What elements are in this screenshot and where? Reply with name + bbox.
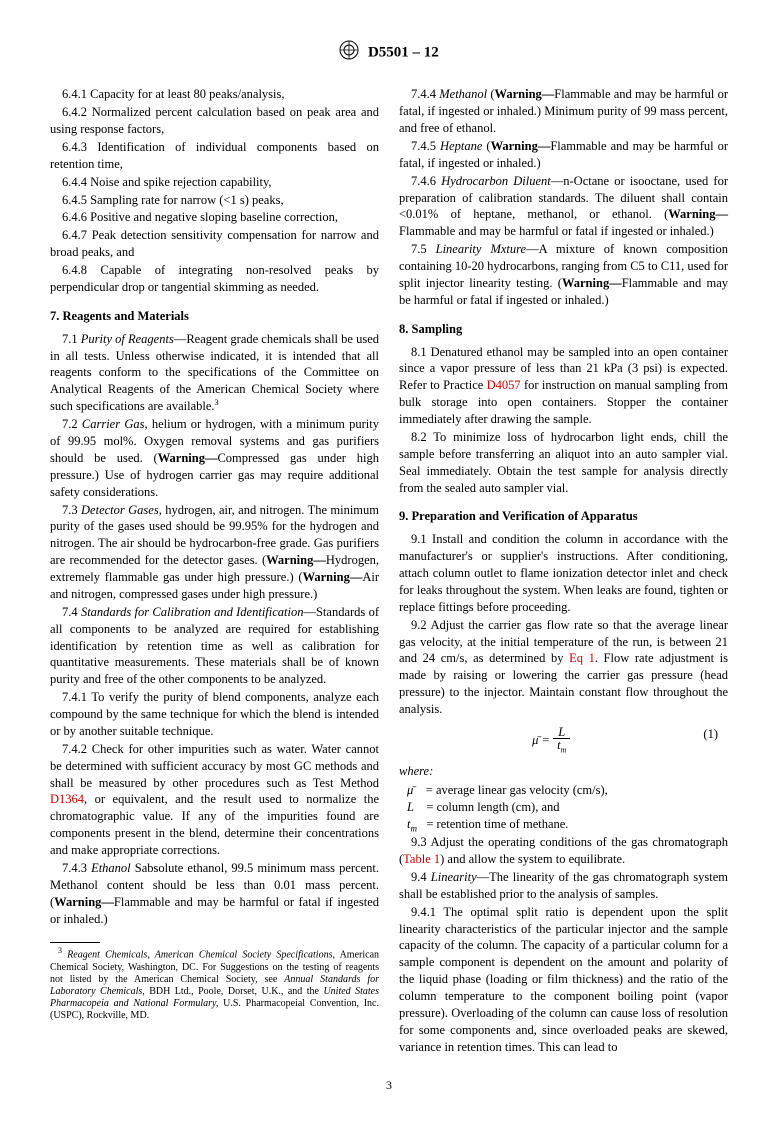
p-648: 6.4.8 Capable of integrating non-resolve… xyxy=(50,262,379,296)
link-d1364[interactable]: D1364 xyxy=(50,792,84,806)
where-label: where: xyxy=(399,763,728,780)
p-73: 7.3 Detector Gases, hydrogen, air, and n… xyxy=(50,502,379,603)
p-91: 9.1 Install and condition the column in … xyxy=(399,531,728,615)
where-3: tm = retention time of methane. xyxy=(399,816,728,835)
p-92: 9.2 Adjust the carrier gas flow rate so … xyxy=(399,617,728,718)
p-742: 7.4.2 Check for other impurities such as… xyxy=(50,741,379,859)
p-71: 7.1 Purity of Reagents—Reagent grade che… xyxy=(50,331,379,416)
link-eq1[interactable]: Eq 1 xyxy=(569,651,595,665)
standard-id: D5501 – 12 xyxy=(368,45,439,61)
p-741: 7.4.1 To verify the purity of blend comp… xyxy=(50,689,379,740)
p-646: 6.4.6 Positive and negative sloping base… xyxy=(50,209,379,226)
p-745: 7.4.5 Heptane (Warning—Flammable and may… xyxy=(399,138,728,172)
p-744: 7.4.4 Methanol (Warning—Flammable and ma… xyxy=(399,86,728,137)
p-72: 7.2 Carrier Gas, helium or hydrogen, wit… xyxy=(50,416,379,500)
document-header: D5501 – 12 xyxy=(50,40,728,66)
p-647: 6.4.7 Peak detection sensitivity compens… xyxy=(50,227,379,261)
p-93: 9.3 Adjust the operating conditions of t… xyxy=(399,834,728,868)
p-641: 6.4.1 Capacity for at least 80 peaks/ana… xyxy=(50,86,379,103)
where-2: L = column length (cm), and xyxy=(399,799,728,816)
link-d4057[interactable]: D4057 xyxy=(487,378,521,392)
footnote-3: 3 Reagent Chemicals, American Chemical S… xyxy=(50,946,379,1021)
p-75: 7.5 Linearity Mxture—A mixture of known … xyxy=(399,241,728,309)
section-8-heading: 8. Sampling xyxy=(399,321,728,338)
p-743: 7.4.3 Ethanol Sabsolute ethanol, 99.5 mi… xyxy=(50,860,379,928)
where-1: μ̄ = average linear gas velocity (cm/s), xyxy=(399,782,728,799)
page-number: 3 xyxy=(50,1077,728,1093)
p-642: 6.4.2 Normalized percent calculation bas… xyxy=(50,104,379,138)
astm-logo xyxy=(339,40,359,66)
p-74: 7.4 Standards for Calibration and Identi… xyxy=(50,604,379,688)
footnote-rule xyxy=(50,942,100,943)
p-82: 8.2 To minimize loss of hydrocarbon ligh… xyxy=(399,429,728,497)
section-7-heading: 7. Reagents and Materials xyxy=(50,308,379,325)
main-content: 6.4.1 Capacity for at least 80 peaks/ana… xyxy=(50,86,728,1056)
p-645: 6.4.5 Sampling rate for narrow (<1 s) pe… xyxy=(50,192,379,209)
equation-1: μ̄ = L tm (1) xyxy=(399,726,728,755)
p-94: 9.4 Linearity—The linearity of the gas c… xyxy=(399,869,728,903)
section-9-heading: 9. Preparation and Verification of Appar… xyxy=(399,508,728,525)
p-81: 8.1 Denatured ethanol may be sampled int… xyxy=(399,344,728,428)
link-table1[interactable]: Table 1 xyxy=(403,852,440,866)
p-644: 6.4.4 Noise and spike rejection capabili… xyxy=(50,174,379,191)
p-746: 7.4.6 Hydrocarbon Diluent—n-Octane or is… xyxy=(399,173,728,241)
p-643: 6.4.3 Identification of individual compo… xyxy=(50,139,379,173)
p-941: 9.4.1 The optimal split ratio is depende… xyxy=(399,904,728,1056)
